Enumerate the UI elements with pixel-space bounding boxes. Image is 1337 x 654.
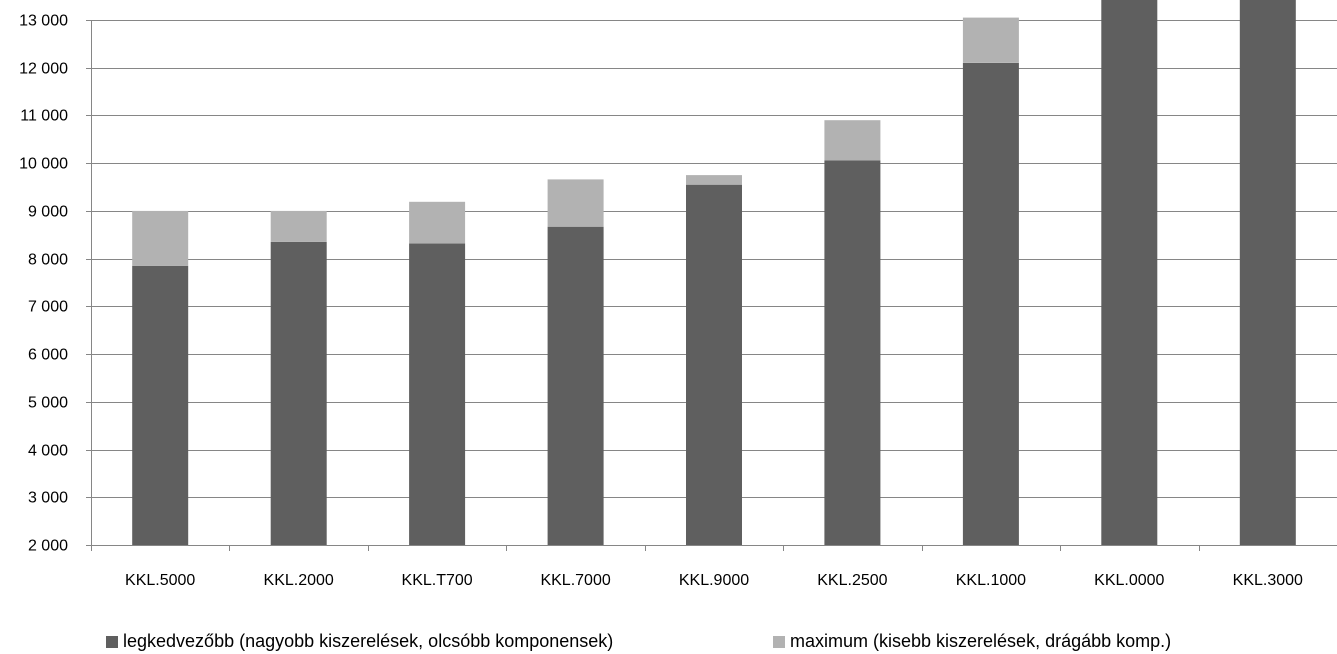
legend-swatch-series-2 xyxy=(773,636,785,648)
x-tick-label: KKL.3000 xyxy=(1233,572,1303,589)
bar-kkl-2000-series-2 xyxy=(270,210,327,242)
bar-kkl-2500-series-2 xyxy=(824,120,881,161)
x-tick-label: KKL.2500 xyxy=(817,572,887,589)
x-tick-label: KKL.7000 xyxy=(540,572,610,589)
bar-kkl-1000-series-2 xyxy=(962,17,1019,63)
bar-kkl-0000-series-1 xyxy=(1101,0,1158,546)
y-tick-label: 12 000 xyxy=(19,61,68,78)
y-axis-tick-labels: 2 000 3 000 4 000 5 000 6 000 7 000 8 000 9 000… xyxy=(19,13,68,555)
y-tick-label: 6 000 xyxy=(28,347,68,364)
y-tick-label: 11 000 xyxy=(20,108,68,125)
x-tick-label: KKL.1000 xyxy=(956,572,1026,589)
x-tick-label: KKL.0000 xyxy=(1094,572,1164,589)
y-tick-label: 7 000 xyxy=(28,299,68,316)
legend: legkedvezőbb (nagyobb kiszerelések, olcs… xyxy=(106,631,1171,651)
bar-kkl-t700-series-2 xyxy=(409,201,466,244)
bars xyxy=(132,0,1296,546)
bar-kkl-1000-series-1 xyxy=(962,63,1019,545)
y-tick-label: 8 000 xyxy=(28,252,68,269)
bar-kkl-t700-series-1 xyxy=(409,243,466,545)
bar-kkl-7000-series-2 xyxy=(547,179,604,227)
bar-kkl-7000-series-1 xyxy=(547,226,604,545)
y-tick-label: 5 000 xyxy=(28,395,68,412)
y-tick-label: 10 000 xyxy=(19,156,68,173)
bar-kkl-5000-series-2 xyxy=(132,210,189,266)
x-tick-label: KKL.5000 xyxy=(125,572,195,589)
bar-kkl-2500-series-1 xyxy=(824,160,881,546)
bar-kkl-9000-series-2 xyxy=(686,175,742,185)
legend-label-series-1: legkedvezőbb (nagyobb kiszerelések, olcs… xyxy=(123,631,613,651)
x-tick-label: KKL.2000 xyxy=(264,572,334,589)
x-tick-label: KKL.T700 xyxy=(402,572,473,589)
y-tick-label: 3 000 xyxy=(28,490,68,507)
y-tick-label: 2 000 xyxy=(28,538,68,555)
y-tick-label: 4 000 xyxy=(28,443,68,460)
bar-kkl-2000-series-1 xyxy=(270,241,327,545)
x-tick-label: KKL.9000 xyxy=(679,572,749,589)
x-axis-tick-labels: KKL.5000 KKL.2000 KKL.T700 KKL.7000 KKL.9000… xyxy=(125,572,1303,589)
y-tick-label: 9 000 xyxy=(28,204,68,221)
axes xyxy=(86,20,1337,551)
bar-kkl-9000-series-1 xyxy=(686,184,742,545)
bar-kkl-5000-series-1 xyxy=(132,265,189,545)
y-tick-label: 13 000 xyxy=(19,13,68,30)
legend-label-series-2: maximum (kisebb kiszerelések, drágább ko… xyxy=(790,631,1171,651)
bar-kkl-3000-series-1 xyxy=(1239,0,1296,545)
legend-swatch-series-1 xyxy=(106,636,118,648)
